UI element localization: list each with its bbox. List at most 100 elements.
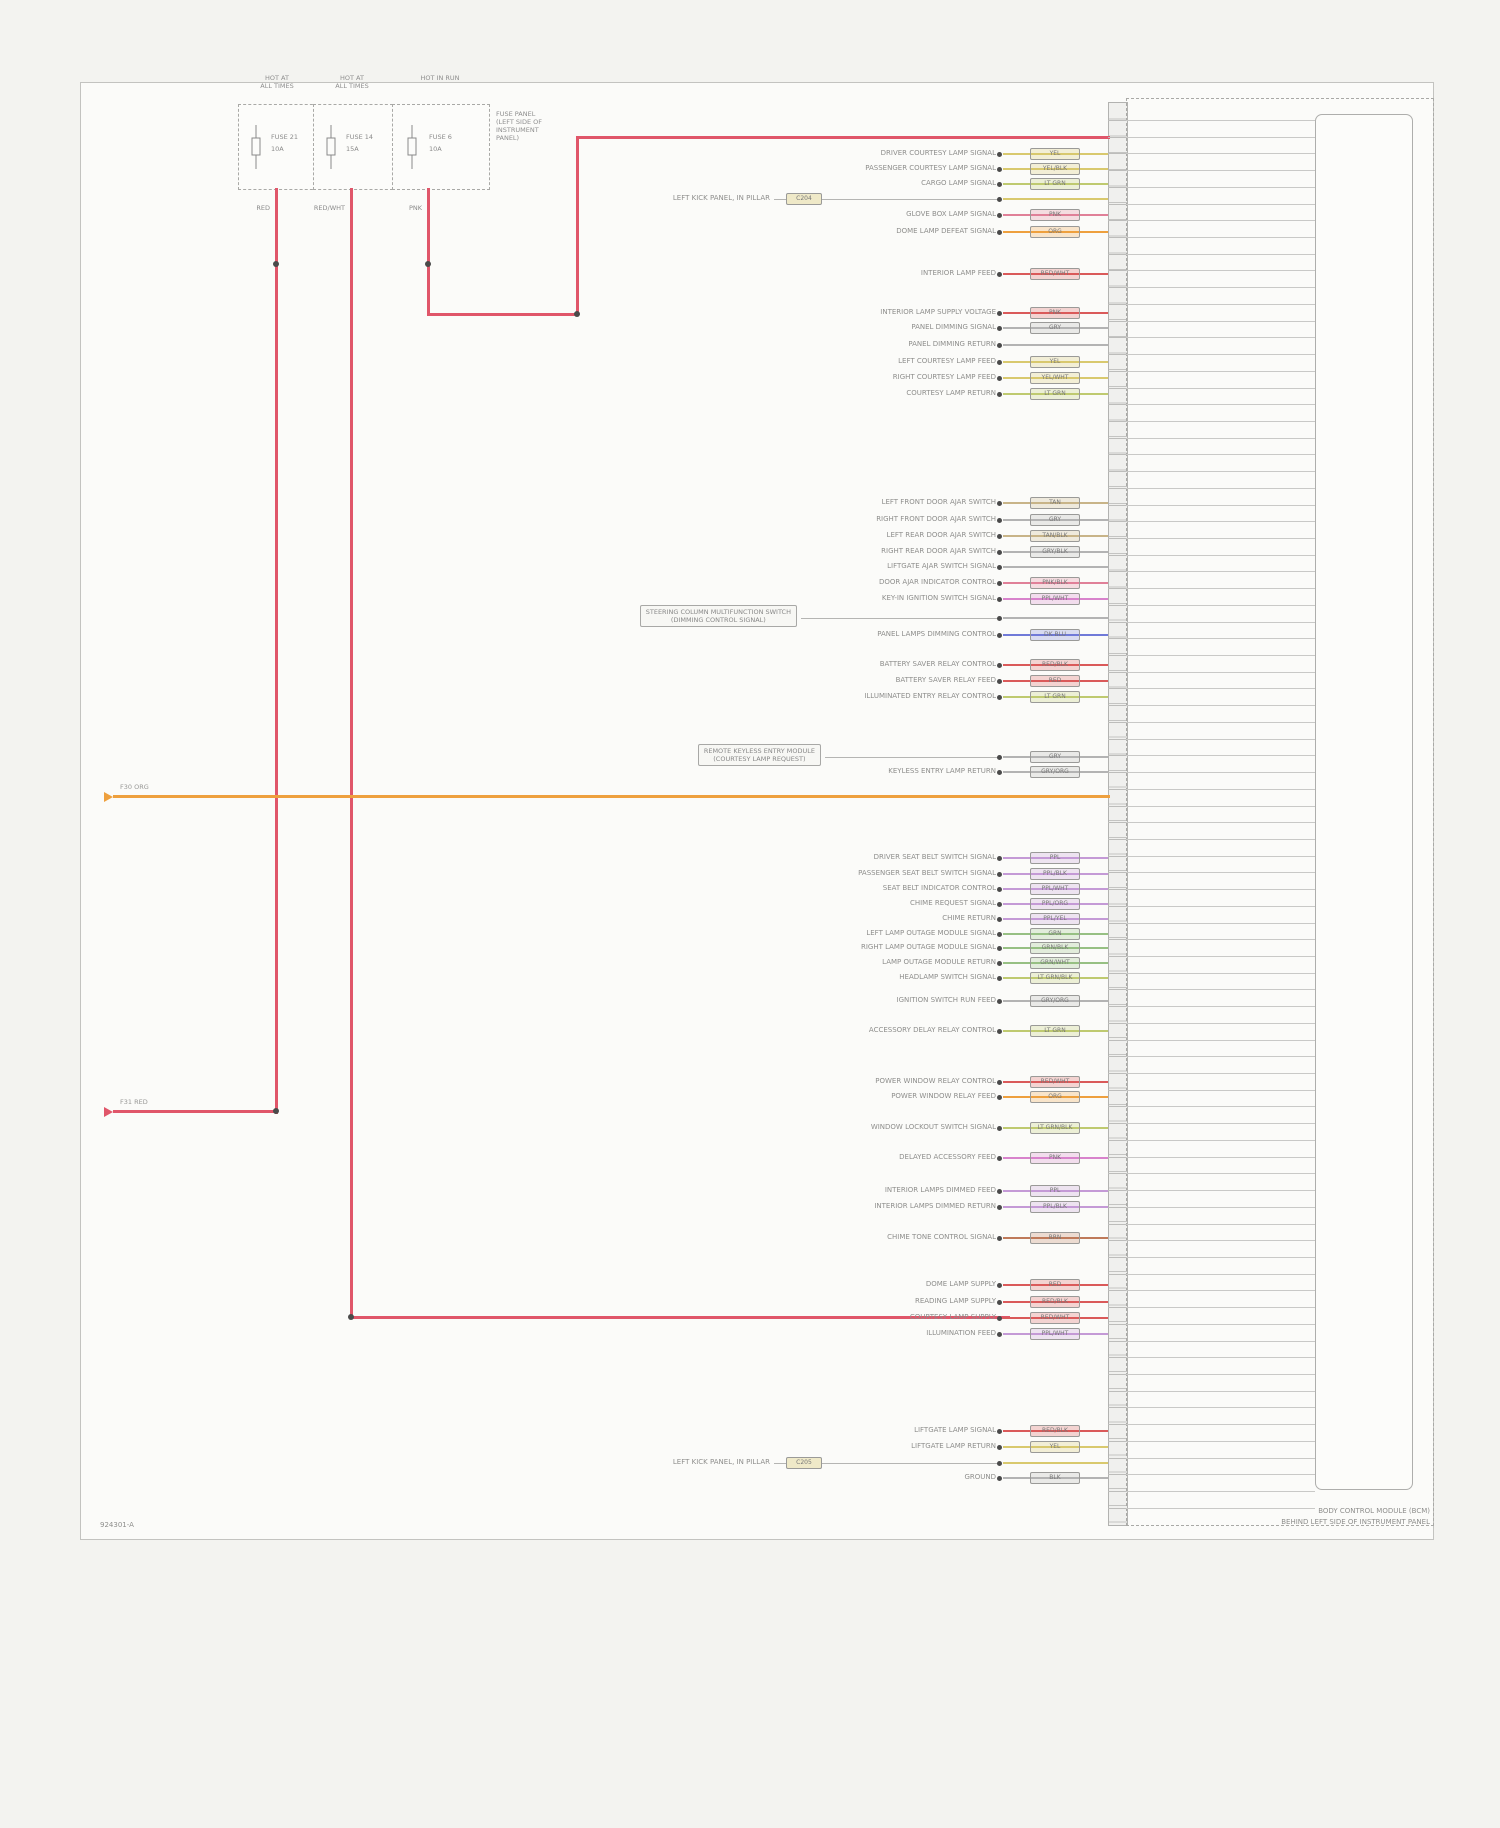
signal-wire <box>1003 1190 1108 1192</box>
signal-wire <box>1003 312 1108 314</box>
pin-tick <box>1108 621 1126 623</box>
module-pin-line <box>1126 1156 1315 1158</box>
signal-wire <box>1003 888 1108 890</box>
pin-tick <box>1108 170 1126 172</box>
wire-color-code: PPL/YEL <box>1030 913 1080 925</box>
wire-terminal-dot <box>997 326 1002 331</box>
wire-lead-line <box>774 199 998 200</box>
wire-terminal-dot <box>997 581 1002 586</box>
wire-color-code: PPL/WHT <box>1030 593 1080 605</box>
signal-wire <box>1003 582 1108 584</box>
wire-color-code: BLK <box>1030 1472 1080 1484</box>
module-pin-line <box>1126 303 1315 305</box>
wire-label: LEFT REAR DOOR AJAR SWITCH <box>886 531 996 539</box>
module-pin-line <box>1126 621 1315 623</box>
pin-tick <box>1108 905 1126 907</box>
wire-terminal-dot <box>997 1461 1002 1466</box>
module-pin-line <box>1126 1340 1315 1342</box>
module-pin-line <box>1126 153 1315 155</box>
wire-color-code: PPL/WHT <box>1030 883 1080 895</box>
module-pin-line <box>1126 905 1315 907</box>
pin-tick <box>1108 1006 1126 1008</box>
pin-tick <box>1108 270 1126 272</box>
wire-label: RIGHT LAMP OUTAGE MODULE SIGNAL <box>860 943 996 951</box>
fuse-1-header: HOT AT ALL TIMES <box>260 74 294 90</box>
wire-terminal-dot <box>997 1476 1002 1481</box>
module-pin-line <box>1126 1407 1315 1409</box>
pin-tick <box>1108 1190 1126 1192</box>
pin-tick <box>1108 755 1126 757</box>
signal-wire <box>1003 1446 1108 1448</box>
diagram-id: 924301-A <box>100 1521 134 1529</box>
module-pin-line <box>1126 705 1315 707</box>
wire-label: ILLUMINATED ENTRY RELAY CONTROL <box>864 692 996 700</box>
fuse-2-wire-code: RED/WHT <box>313 204 345 212</box>
module-pin-line <box>1126 454 1315 456</box>
module-pin-line <box>1126 922 1315 924</box>
module-pin-line <box>1126 755 1315 757</box>
wire-label-box: STEERING COLUMN MULTIFUNCTION SWITCH (DI… <box>639 605 797 627</box>
module-pin-line <box>1126 320 1315 322</box>
wire-color-code: GRY/ORG <box>1030 766 1080 778</box>
wire-color-code: GRY <box>1030 322 1080 334</box>
module-pin-line <box>1126 688 1315 690</box>
signal-wire <box>1003 1000 1108 1002</box>
pin-tick <box>1108 538 1126 539</box>
wire-terminal-dot <box>997 1300 1002 1305</box>
module-pin-line <box>1126 370 1315 372</box>
pin-tick <box>1108 1073 1126 1075</box>
wire-label: LEFT KICK PANEL, IN PILLAR <box>672 1458 770 1466</box>
fuse-icon <box>249 125 263 169</box>
pin-tick <box>1108 1507 1126 1509</box>
signal-wire <box>1003 214 1108 216</box>
wire-color-code: PPL/BLK <box>1030 868 1080 880</box>
signal-wire <box>1003 1127 1108 1129</box>
signal-wire <box>1003 756 1108 758</box>
pin-tick <box>1108 437 1126 439</box>
wire-color-code: BRN <box>1030 1232 1080 1244</box>
pin-tick <box>1108 604 1126 606</box>
wire-terminal-dot <box>997 1156 1002 1161</box>
wire-color-code: PNK <box>1030 1152 1080 1164</box>
wire-terminal-dot <box>997 1332 1002 1337</box>
signal-wire <box>1003 502 1108 504</box>
wire-label: KEYLESS ENTRY LAMP RETURN <box>888 767 996 775</box>
module-pin-line <box>1126 604 1315 606</box>
pin-tick <box>1108 939 1126 941</box>
wire-terminal-dot <box>997 343 1002 348</box>
module-pin-line <box>1126 1139 1315 1141</box>
wire-lead-line <box>774 1463 998 1464</box>
pin-tick <box>1108 588 1126 590</box>
signal-wire <box>1003 1206 1108 1208</box>
fuse-icon <box>324 125 338 169</box>
signal-wire <box>1003 273 1108 275</box>
pin-tick <box>1108 404 1126 406</box>
wire-label-box: REMOTE KEYLESS ENTRY MODULE (COURTESY LA… <box>697 744 821 766</box>
wire-color-code: GRN <box>1030 928 1080 940</box>
pin-tick <box>1108 120 1126 121</box>
pin-tick <box>1108 571 1126 573</box>
module-pin-line <box>1126 1307 1315 1309</box>
signal-wire <box>1003 634 1108 636</box>
power-wire-segment <box>427 188 430 316</box>
module-pin-line <box>1126 838 1315 840</box>
module-pin-line <box>1126 420 1315 422</box>
pin-tick <box>1108 922 1126 924</box>
pin-tick <box>1108 1374 1126 1375</box>
pin-tick <box>1108 521 1126 523</box>
pin-tick <box>1108 153 1126 155</box>
module-pin-line <box>1126 1123 1315 1125</box>
pin-tick <box>1108 1256 1126 1258</box>
pin-tick <box>1108 186 1126 188</box>
module-pin-line <box>1126 721 1315 723</box>
module-pin-line <box>1126 956 1315 957</box>
fuse-1-amps: 10A <box>271 145 284 153</box>
bcm-boundary <box>1126 98 1434 1526</box>
signal-wire <box>1003 857 1108 859</box>
module-footnote-line2: BEHIND LEFT SIDE OF INSTRUMENT PANEL <box>1281 1518 1430 1526</box>
pin-tick <box>1108 838 1126 840</box>
wire-color-code: YEL <box>1030 148 1080 160</box>
wire-terminal-dot <box>997 961 1002 966</box>
pin-tick <box>1108 855 1126 857</box>
module-pin-line <box>1126 1223 1315 1225</box>
